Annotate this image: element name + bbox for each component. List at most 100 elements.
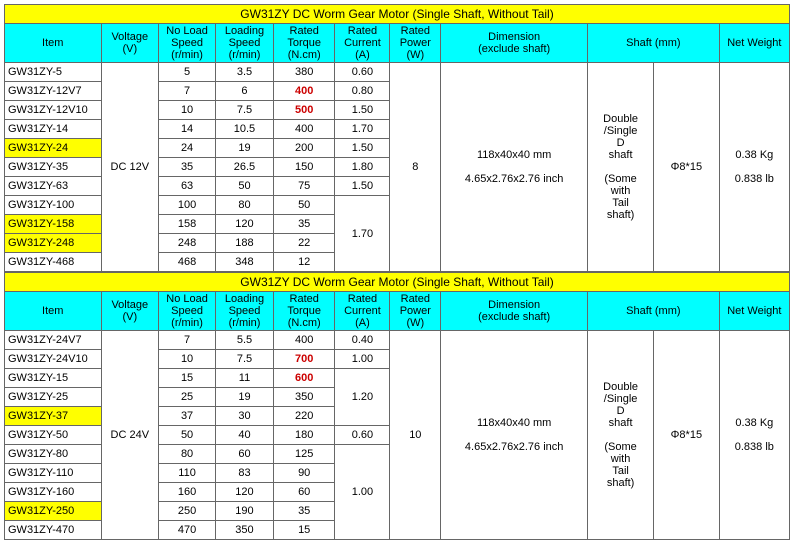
torque-cell: 12 [273, 253, 335, 272]
motor-table-1: GW31ZY DC Worm Gear Motor (Single Shaft,… [4, 272, 790, 540]
loading-cell: 11 [216, 369, 274, 388]
col-header: No Load Speed(r/min) [159, 24, 216, 63]
power-cell: 8 [390, 63, 441, 272]
item-cell: GW31ZY-12V10 [5, 101, 102, 120]
item-cell: GW31ZY-250 [5, 502, 102, 521]
noload-cell: 250 [159, 502, 216, 521]
current-cell: 1.20 [335, 369, 390, 426]
power-cell: 10 [390, 331, 441, 540]
noload-cell: 80 [159, 445, 216, 464]
col-header: Rated Power(W) [390, 292, 441, 331]
col-header: Rated Torque(N.cm) [273, 24, 335, 63]
loading-cell: 350 [216, 521, 274, 540]
torque-cell: 380 [273, 63, 335, 82]
col-header: Shaft (mm) [588, 24, 720, 63]
noload-cell: 5 [159, 63, 216, 82]
noload-cell: 7 [159, 331, 216, 350]
item-cell: GW31ZY-25 [5, 388, 102, 407]
torque-cell: 35 [273, 215, 335, 234]
loading-cell: 30 [216, 407, 274, 426]
col-header: Rated Power(W) [390, 24, 441, 63]
torque-cell: 150 [273, 158, 335, 177]
noload-cell: 100 [159, 196, 216, 215]
item-cell: GW31ZY-63 [5, 177, 102, 196]
col-header: Net Weight [719, 24, 789, 63]
loading-cell: 60 [216, 445, 274, 464]
noload-cell: 7 [159, 82, 216, 101]
col-header: Rated Current(A) [335, 24, 390, 63]
current-cell: 1.00 [335, 350, 390, 369]
current-cell: 0.40 [335, 331, 390, 350]
current-cell: 1.70 [335, 196, 390, 272]
item-cell: GW31ZY-468 [5, 253, 102, 272]
loading-cell: 6 [216, 82, 274, 101]
voltage-cell: DC 24V [101, 331, 159, 540]
torque-cell: 500 [273, 101, 335, 120]
col-header: Rated Current(A) [335, 292, 390, 331]
item-cell: GW31ZY-35 [5, 158, 102, 177]
noload-cell: 63 [159, 177, 216, 196]
item-cell: GW31ZY-100 [5, 196, 102, 215]
loading-cell: 120 [216, 215, 274, 234]
loading-cell: 50 [216, 177, 274, 196]
item-cell: GW31ZY-24V7 [5, 331, 102, 350]
torque-cell: 600 [273, 369, 335, 388]
noload-cell: 37 [159, 407, 216, 426]
item-cell: GW31ZY-80 [5, 445, 102, 464]
item-cell: GW31ZY-37 [5, 407, 102, 426]
item-cell: GW31ZY-160 [5, 483, 102, 502]
shaft-desc-cell: Double/SingleDshaft(SomewithTailshaft) [588, 331, 654, 540]
weight-cell: 0.38 Kg0.838 lb [719, 63, 789, 272]
torque-cell: 700 [273, 350, 335, 369]
noload-cell: 470 [159, 521, 216, 540]
loading-cell: 120 [216, 483, 274, 502]
loading-cell: 190 [216, 502, 274, 521]
noload-cell: 10 [159, 101, 216, 120]
table-title: GW31ZY DC Worm Gear Motor (Single Shaft,… [5, 5, 790, 24]
current-cell: 1.50 [335, 101, 390, 120]
item-cell: GW31ZY-248 [5, 234, 102, 253]
noload-cell: 14 [159, 120, 216, 139]
current-cell: 0.60 [335, 63, 390, 82]
torque-cell: 15 [273, 521, 335, 540]
torque-cell: 125 [273, 445, 335, 464]
torque-cell: 35 [273, 502, 335, 521]
torque-cell: 400 [273, 82, 335, 101]
torque-cell: 180 [273, 426, 335, 445]
torque-cell: 90 [273, 464, 335, 483]
loading-cell: 26.5 [216, 158, 274, 177]
weight-cell: 0.38 Kg0.838 lb [719, 331, 789, 540]
loading-cell: 83 [216, 464, 274, 483]
shaft-desc-cell: Double/SingleDshaft(SomewithTailshaft) [588, 63, 654, 272]
torque-cell: 350 [273, 388, 335, 407]
noload-cell: 15 [159, 369, 216, 388]
spec-tables: GW31ZY DC Worm Gear Motor (Single Shaft,… [4, 4, 790, 540]
loading-cell: 19 [216, 388, 274, 407]
torque-cell: 60 [273, 483, 335, 502]
torque-cell: 400 [273, 120, 335, 139]
loading-cell: 19 [216, 139, 274, 158]
loading-cell: 3.5 [216, 63, 274, 82]
current-cell: 1.00 [335, 445, 390, 540]
loading-cell: 188 [216, 234, 274, 253]
noload-cell: 110 [159, 464, 216, 483]
table-title: GW31ZY DC Worm Gear Motor (Single Shaft,… [5, 273, 790, 292]
noload-cell: 158 [159, 215, 216, 234]
item-cell: GW31ZY-15 [5, 369, 102, 388]
col-header: Voltage(V) [101, 24, 159, 63]
torque-cell: 200 [273, 139, 335, 158]
col-header: Net Weight [719, 292, 789, 331]
torque-cell: 75 [273, 177, 335, 196]
voltage-cell: DC 12V [101, 63, 159, 272]
item-cell: GW31ZY-24V10 [5, 350, 102, 369]
torque-cell: 50 [273, 196, 335, 215]
noload-cell: 160 [159, 483, 216, 502]
item-cell: GW31ZY-110 [5, 464, 102, 483]
torque-cell: 220 [273, 407, 335, 426]
current-cell: 0.60 [335, 426, 390, 445]
col-header: Shaft (mm) [588, 292, 720, 331]
col-header: Dimension(exclude shaft) [441, 292, 588, 331]
item-cell: GW31ZY-14 [5, 120, 102, 139]
loading-cell: 7.5 [216, 101, 274, 120]
item-cell: GW31ZY-12V7 [5, 82, 102, 101]
